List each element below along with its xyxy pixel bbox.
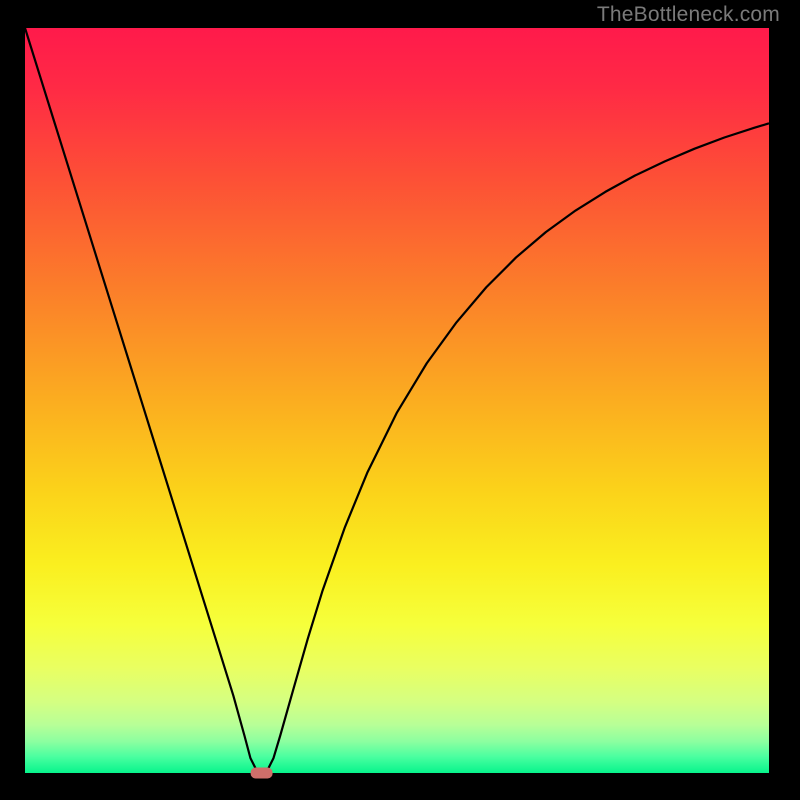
watermark-text: TheBottleneck.com	[597, 3, 780, 27]
bottleneck-chart	[0, 0, 800, 800]
chart-background	[25, 28, 769, 773]
optimal-marker	[251, 768, 273, 779]
